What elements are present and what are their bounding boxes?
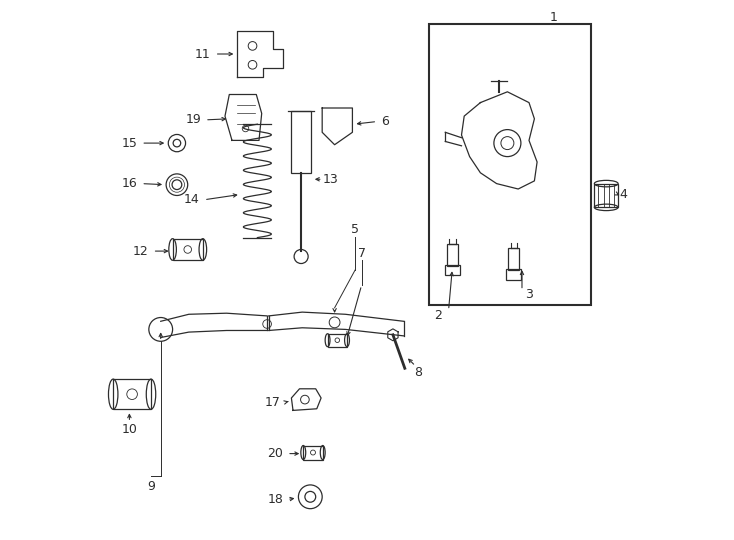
Bar bbox=[303, 446, 323, 460]
Text: 11: 11 bbox=[195, 48, 210, 60]
Text: 4: 4 bbox=[619, 188, 628, 201]
Bar bbox=[445, 265, 460, 275]
Bar bbox=[113, 379, 151, 409]
Bar bbox=[509, 248, 519, 270]
Text: 17: 17 bbox=[264, 396, 280, 409]
Text: 13: 13 bbox=[322, 173, 338, 186]
Text: 5: 5 bbox=[351, 223, 359, 236]
Bar bbox=[506, 269, 521, 280]
Text: 1: 1 bbox=[549, 11, 557, 24]
Bar bbox=[595, 184, 618, 207]
Text: 10: 10 bbox=[121, 423, 137, 436]
Text: 20: 20 bbox=[267, 447, 283, 460]
Bar bbox=[291, 111, 310, 173]
Bar bbox=[429, 24, 591, 305]
Text: 9: 9 bbox=[147, 480, 155, 492]
Text: 18: 18 bbox=[267, 493, 283, 506]
Text: 2: 2 bbox=[435, 309, 442, 322]
Text: 16: 16 bbox=[122, 177, 137, 190]
Text: 3: 3 bbox=[525, 288, 533, 301]
Bar bbox=[447, 244, 458, 266]
Text: 15: 15 bbox=[121, 137, 137, 150]
Text: 6: 6 bbox=[381, 115, 389, 128]
Text: 12: 12 bbox=[132, 245, 148, 258]
Text: 7: 7 bbox=[357, 247, 366, 260]
Text: 8: 8 bbox=[414, 366, 422, 379]
Bar bbox=[172, 239, 203, 260]
Bar bbox=[327, 334, 347, 347]
Text: 19: 19 bbox=[185, 113, 201, 126]
Text: 14: 14 bbox=[184, 193, 200, 206]
